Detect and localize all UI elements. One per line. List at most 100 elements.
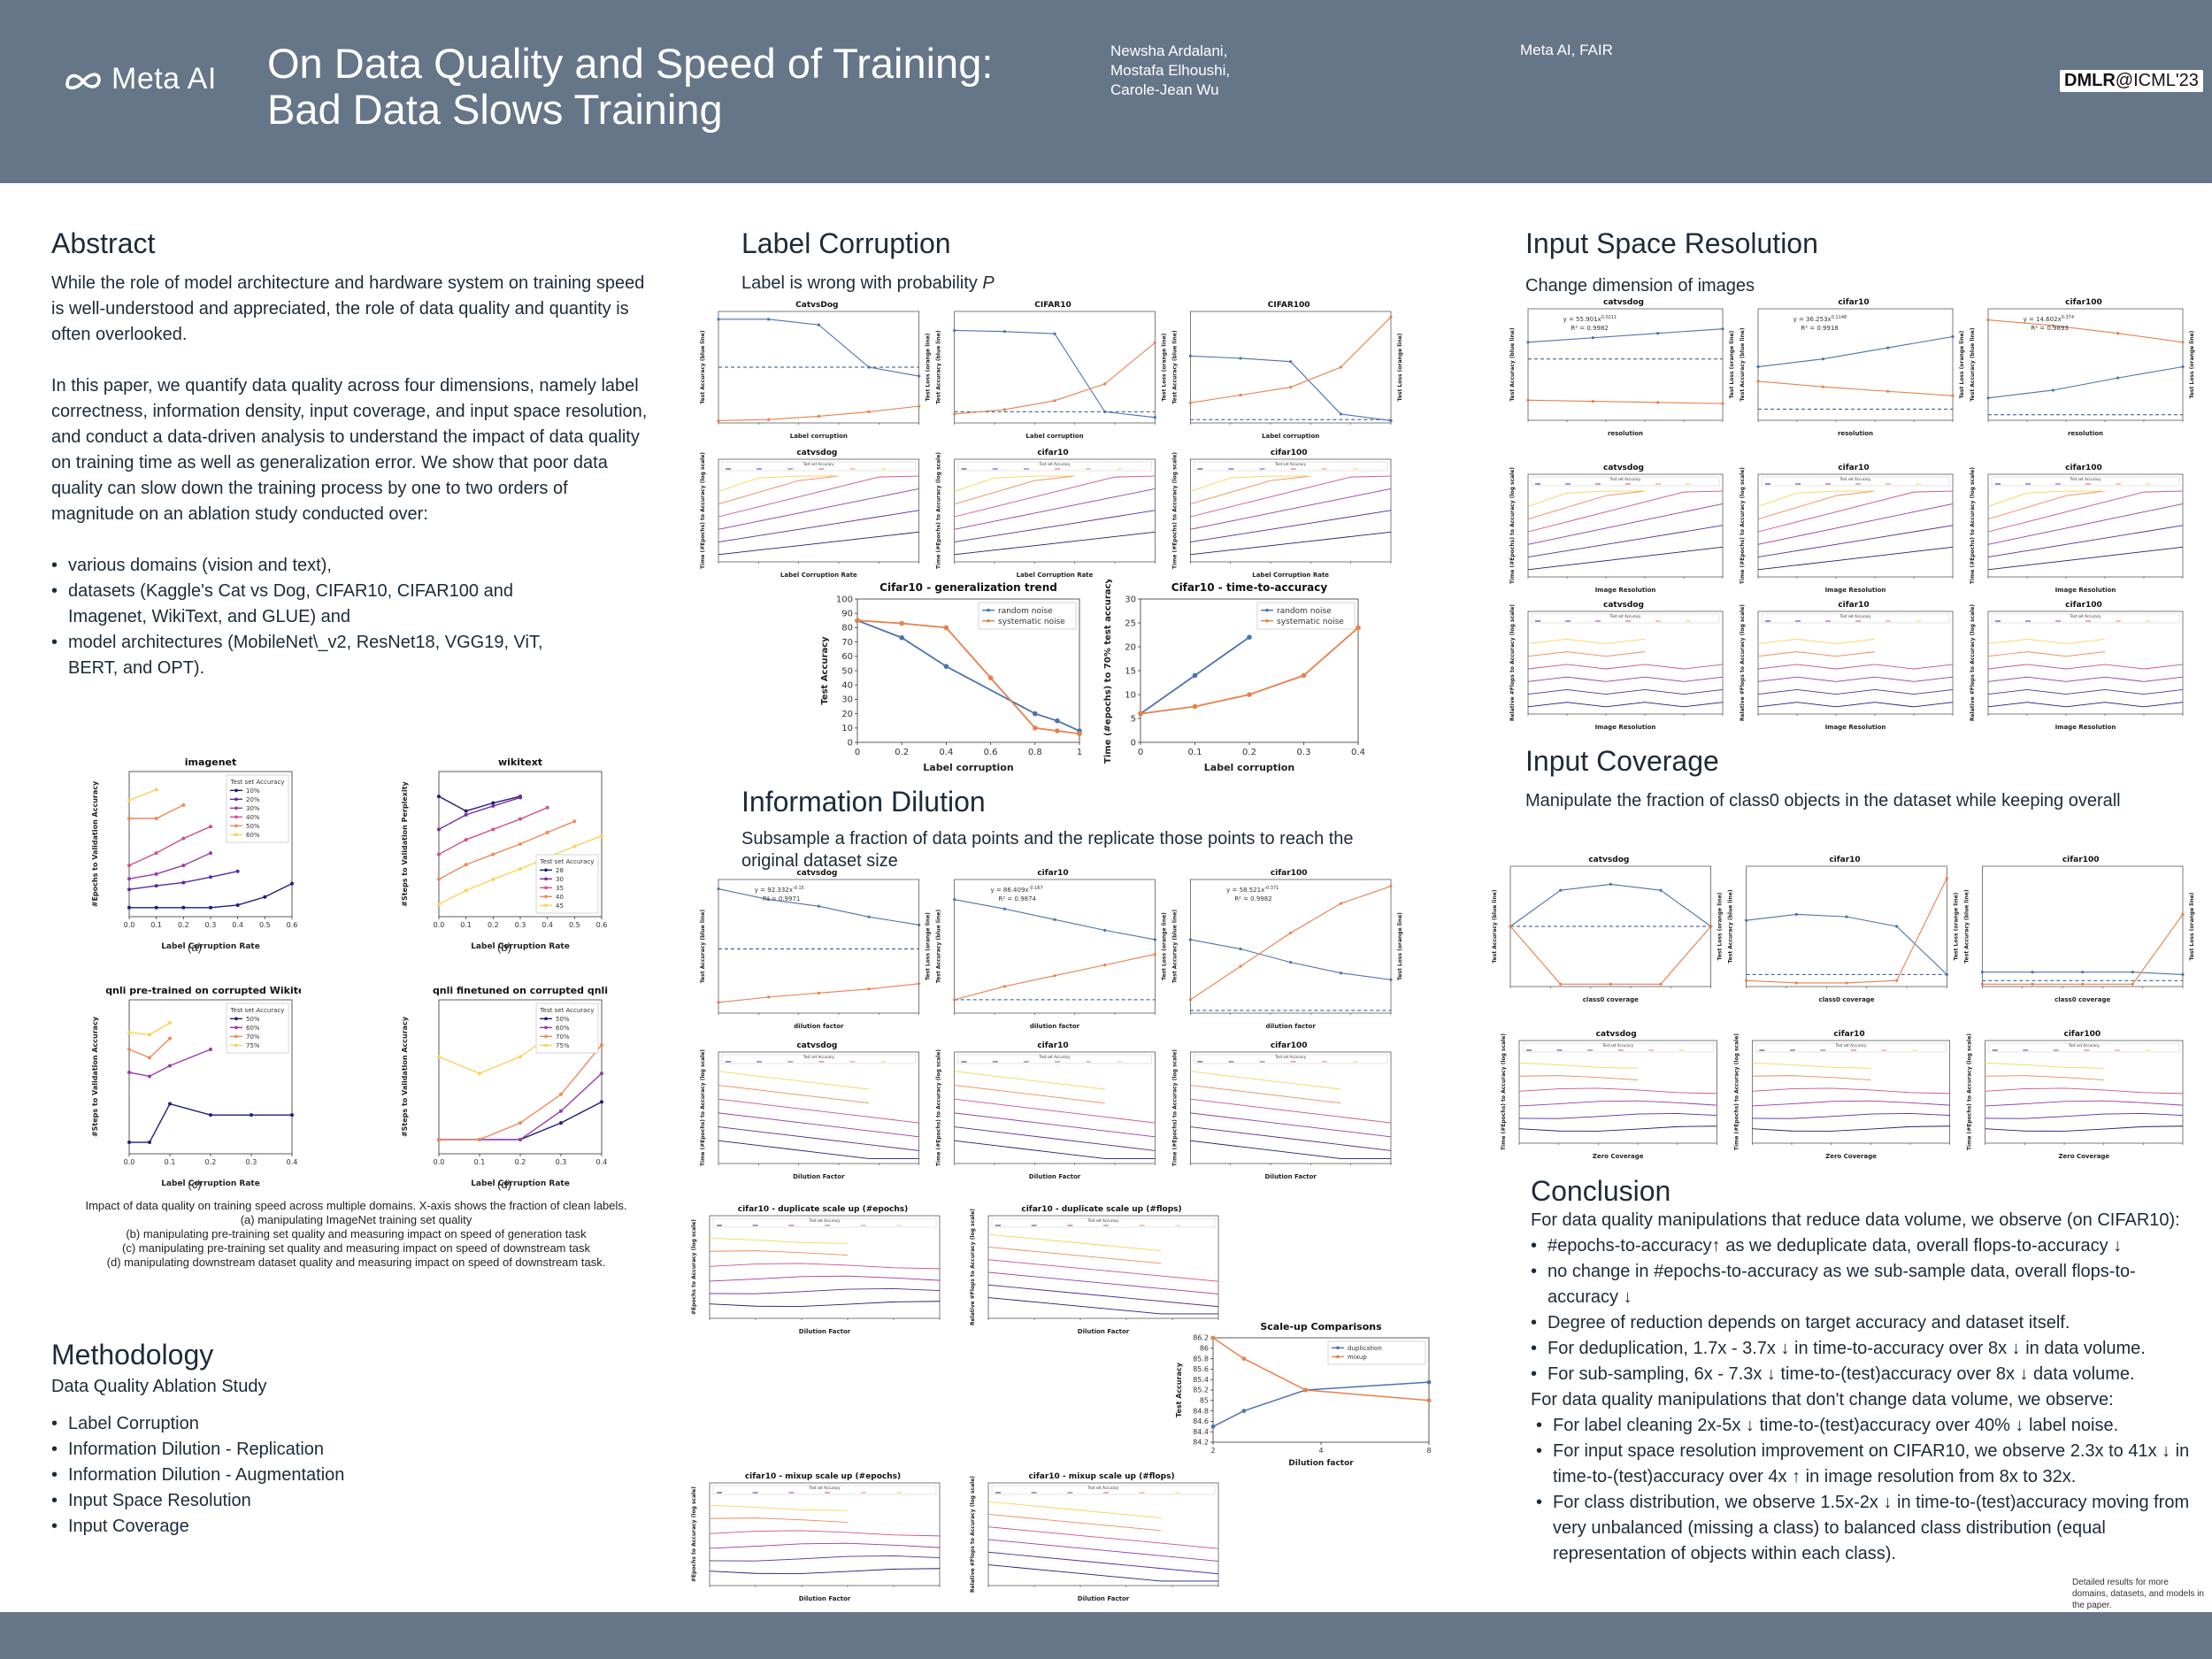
mini-plot-area <box>709 1482 941 1586</box>
chart-title: Scale-up Comparisons <box>1260 1321 1382 1333</box>
mini-legend-title: Test set Accuracy <box>1835 1043 1867 1048</box>
mini-plot-area <box>718 458 920 563</box>
y-tick-label: 5 <box>1131 714 1136 724</box>
mini-series-line <box>709 1568 941 1574</box>
data-point <box>1192 672 1198 679</box>
mini-x-label: Dilution Factor <box>1029 1173 1081 1180</box>
legend-marker <box>1336 1355 1340 1359</box>
mini-legend <box>957 1054 1152 1064</box>
mini-legend <box>721 461 916 472</box>
x-axis-label: Label Corruption Rate <box>161 1179 260 1188</box>
mini-loss-point <box>1053 974 1056 978</box>
mini-plot-area <box>1527 611 1724 715</box>
legend-marker <box>544 903 548 908</box>
data-point <box>154 905 158 910</box>
data-point <box>290 1113 294 1118</box>
legend-label: 10% <box>246 787 260 795</box>
mini-series-line <box>1987 651 2106 657</box>
chart-title: imagenet <box>185 757 237 768</box>
mini-x-label: Zero Coverage <box>1825 1153 1877 1160</box>
mini-x-label: Label Corruption Rate <box>780 572 857 579</box>
mini-chart-title: catvsdog <box>796 869 837 878</box>
mini-accuracy-point <box>1845 915 1848 918</box>
mini-series-line <box>1527 490 1645 507</box>
mini-legend <box>991 1485 1216 1495</box>
mini-series-line <box>954 1098 1156 1124</box>
logo-text: Meta AI <box>111 62 217 96</box>
mini-loss-point <box>1526 398 1530 402</box>
mini-plot-area <box>954 879 1156 1014</box>
mini-loss-point <box>2131 982 2134 986</box>
legend-label: random noise <box>998 607 1053 616</box>
data-point <box>235 869 240 873</box>
mini-accuracy-point <box>2181 365 2185 369</box>
mini-plot-area <box>1987 308 2184 421</box>
x-tick-label: 1 <box>1077 748 1082 757</box>
mini-y-label: Test Accuracy (blue line) <box>1740 327 1746 401</box>
mini-y-label: Test Accuracy (blue line) <box>1963 889 1970 963</box>
mini-loss-point <box>2181 912 2185 916</box>
mini-loss-point <box>1289 386 1293 389</box>
mini-loss-point <box>1886 389 1890 393</box>
mini-loss-line <box>1527 399 1724 404</box>
y-tick-label: 15 <box>1125 666 1136 676</box>
mini-chart-title: CIFAR10 <box>1034 301 1071 310</box>
data-point <box>491 801 495 805</box>
mini-chart-title: cifar10 - mixup scale up (#flops) <box>1028 1472 1174 1481</box>
information-dilution-heading: Information Dilution <box>741 786 986 818</box>
imagenet-chart: imagenet 0.0 0.1 0.2 0.3 0.4 0.5 0.6 Label Corru… <box>88 754 301 954</box>
legend-marker <box>234 806 238 810</box>
y-axis-label: Test Accuracy <box>1175 1362 1183 1417</box>
conclusion-bullet: Degree of reduction depends on target ac… <box>1531 1310 2203 1336</box>
mini-y2-label: Test Loss (orange line) <box>1959 330 1965 398</box>
legend-marker <box>544 868 548 872</box>
mini-x-label: resolution <box>2068 430 2103 437</box>
y-tick-label: 40 <box>841 681 853 691</box>
x-tick-label: 0.3 <box>515 921 526 929</box>
mini-plot-area <box>1757 308 1954 421</box>
data-point <box>181 864 186 868</box>
mini-chart-title: catvsdog <box>796 449 837 457</box>
mini-x-label: class0 coverage <box>2055 996 2110 1003</box>
mini-x-label: resolution <box>1608 430 1643 437</box>
mini-y-label: Relative #Flops to Accuracy (log scale) <box>970 1209 976 1325</box>
mini-chart-title: catvsdog <box>1603 298 1644 307</box>
scaleup-comparisons-chart: Scale-up Comparisons 2 4 8 84.2 84.4 84.6 84.8 8… <box>1172 1318 1438 1469</box>
mini-plot-area <box>1987 473 2184 578</box>
mini-series-line <box>718 1071 870 1090</box>
x-tick-label: 0.3 <box>246 1158 257 1166</box>
chart-title: Cifar10 - generalization trend <box>879 581 1057 594</box>
ic-row2-charts: catvsdog Zero Coverage Time (#Epochs) to A… <box>1500 1028 2199 1161</box>
data-point <box>127 877 131 881</box>
x-tick-label: 0.3 <box>1297 748 1311 757</box>
mini-y2-label: Test Loss (orange line) <box>1397 912 1403 980</box>
mini-legend <box>1761 613 1950 624</box>
data-point <box>559 1092 563 1096</box>
mini-loss-point <box>1895 979 1899 982</box>
data-point <box>464 812 468 817</box>
data-point <box>1210 1424 1216 1429</box>
y-tick-label: 86.2 <box>1193 1334 1209 1342</box>
legend-label: duplication <box>1348 1345 1382 1352</box>
mini-legend-title: Test set Accuracy <box>803 462 834 466</box>
data-point <box>127 817 131 821</box>
mini-series-line <box>987 1513 1162 1532</box>
fit-exponent: 0.1148 <box>1832 315 1847 320</box>
label-corruption-subheading: Label is wrong with probability P <box>741 271 995 296</box>
mini-accuracy-point <box>2131 971 2134 974</box>
y-tick-label: 30 <box>1125 595 1136 604</box>
mini-chart-title: cifar10 <box>1838 601 1869 610</box>
mini-series-line <box>1757 490 1876 520</box>
mini-series-line <box>1757 525 1954 558</box>
mini-chart-title: cifar10 <box>1037 1041 1068 1050</box>
legend-label: 20% <box>246 796 260 803</box>
mini-legend <box>1761 476 1950 487</box>
mini-series-line <box>718 475 839 492</box>
qnli-finetuned-chart: qnli finetuned on corrupted qnli 0.0 0.1 0.… <box>398 982 611 1191</box>
mini-legend <box>1194 1054 1388 1064</box>
legend-label: systematic noise <box>1277 618 1344 626</box>
mini-loss-point <box>1002 408 1006 411</box>
data-point <box>518 1055 522 1059</box>
x-tick-label: 0.6 <box>596 921 608 929</box>
mini-chart-title: catvsdog <box>1603 464 1644 472</box>
